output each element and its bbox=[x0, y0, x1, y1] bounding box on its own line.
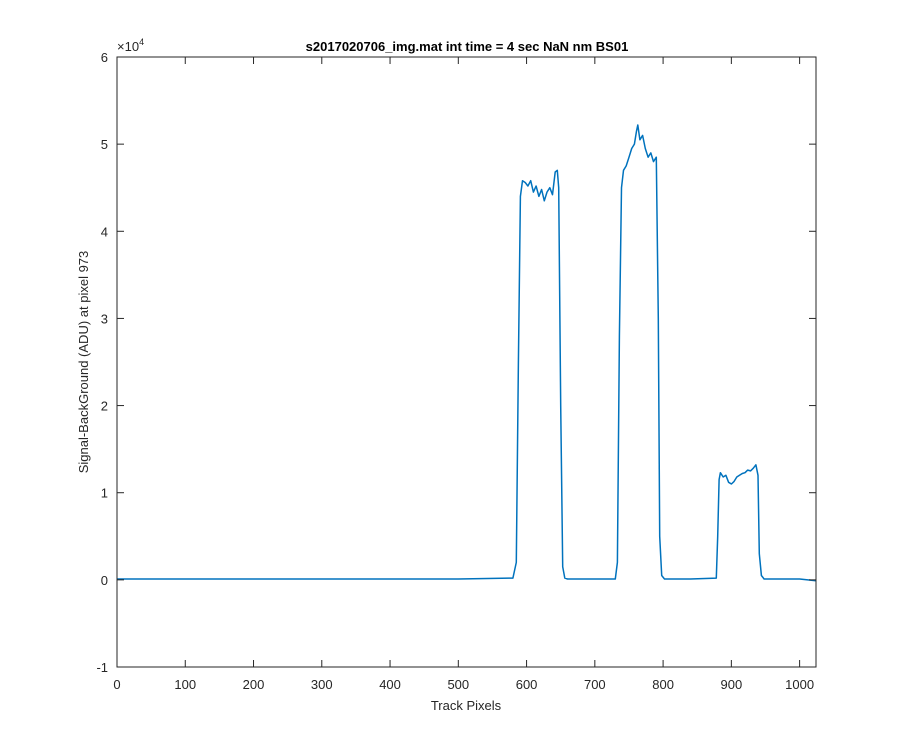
x-tick-label: 900 bbox=[721, 677, 743, 692]
x-tick-label: 100 bbox=[174, 677, 196, 692]
x-axis: 0 100 200 300 400 500 600 700 800 900 1000 bbox=[113, 57, 814, 692]
chart-title: s2017020706_img.mat int time = 4 sec NaN… bbox=[306, 39, 629, 54]
y-exponent-power: 4 bbox=[139, 37, 144, 47]
y-tick-label: 6 bbox=[101, 50, 108, 65]
x-tick-label: 0 bbox=[113, 677, 120, 692]
y-tick-label: 3 bbox=[101, 311, 108, 326]
y-tick-label: 2 bbox=[101, 399, 108, 414]
x-tick-label: 800 bbox=[652, 677, 674, 692]
x-tick-label: 600 bbox=[516, 677, 538, 692]
y-tick-label: -1 bbox=[96, 660, 108, 675]
series-line-0 bbox=[117, 124, 817, 582]
plot-frame bbox=[116, 56, 817, 668]
y-exponent-base: ×10 bbox=[117, 39, 139, 54]
y-tick-label: 4 bbox=[101, 224, 108, 239]
y-axis: -1 0 1 2 3 4 5 6 bbox=[96, 50, 816, 675]
x-tick-label: 400 bbox=[379, 677, 401, 692]
x-tick-label: 300 bbox=[311, 677, 333, 692]
x-tick-label: 700 bbox=[584, 677, 606, 692]
y-tick-label: 0 bbox=[101, 573, 108, 588]
plot-background bbox=[117, 57, 816, 667]
plot-area bbox=[116, 56, 817, 668]
y-tick-label: 1 bbox=[101, 486, 108, 501]
x-tick-label: 200 bbox=[243, 677, 265, 692]
y-tick-label: 5 bbox=[101, 137, 108, 152]
x-tick-label: 500 bbox=[447, 677, 469, 692]
svg-text:×104: ×104 bbox=[117, 37, 144, 54]
x-axis-label: Track Pixels bbox=[431, 698, 502, 713]
y-exponent-label: ×104 bbox=[117, 37, 144, 54]
x-tick-label: 1000 bbox=[785, 677, 814, 692]
y-axis-label: Signal-BackGround (ADU) at pixel 973 bbox=[76, 251, 91, 474]
